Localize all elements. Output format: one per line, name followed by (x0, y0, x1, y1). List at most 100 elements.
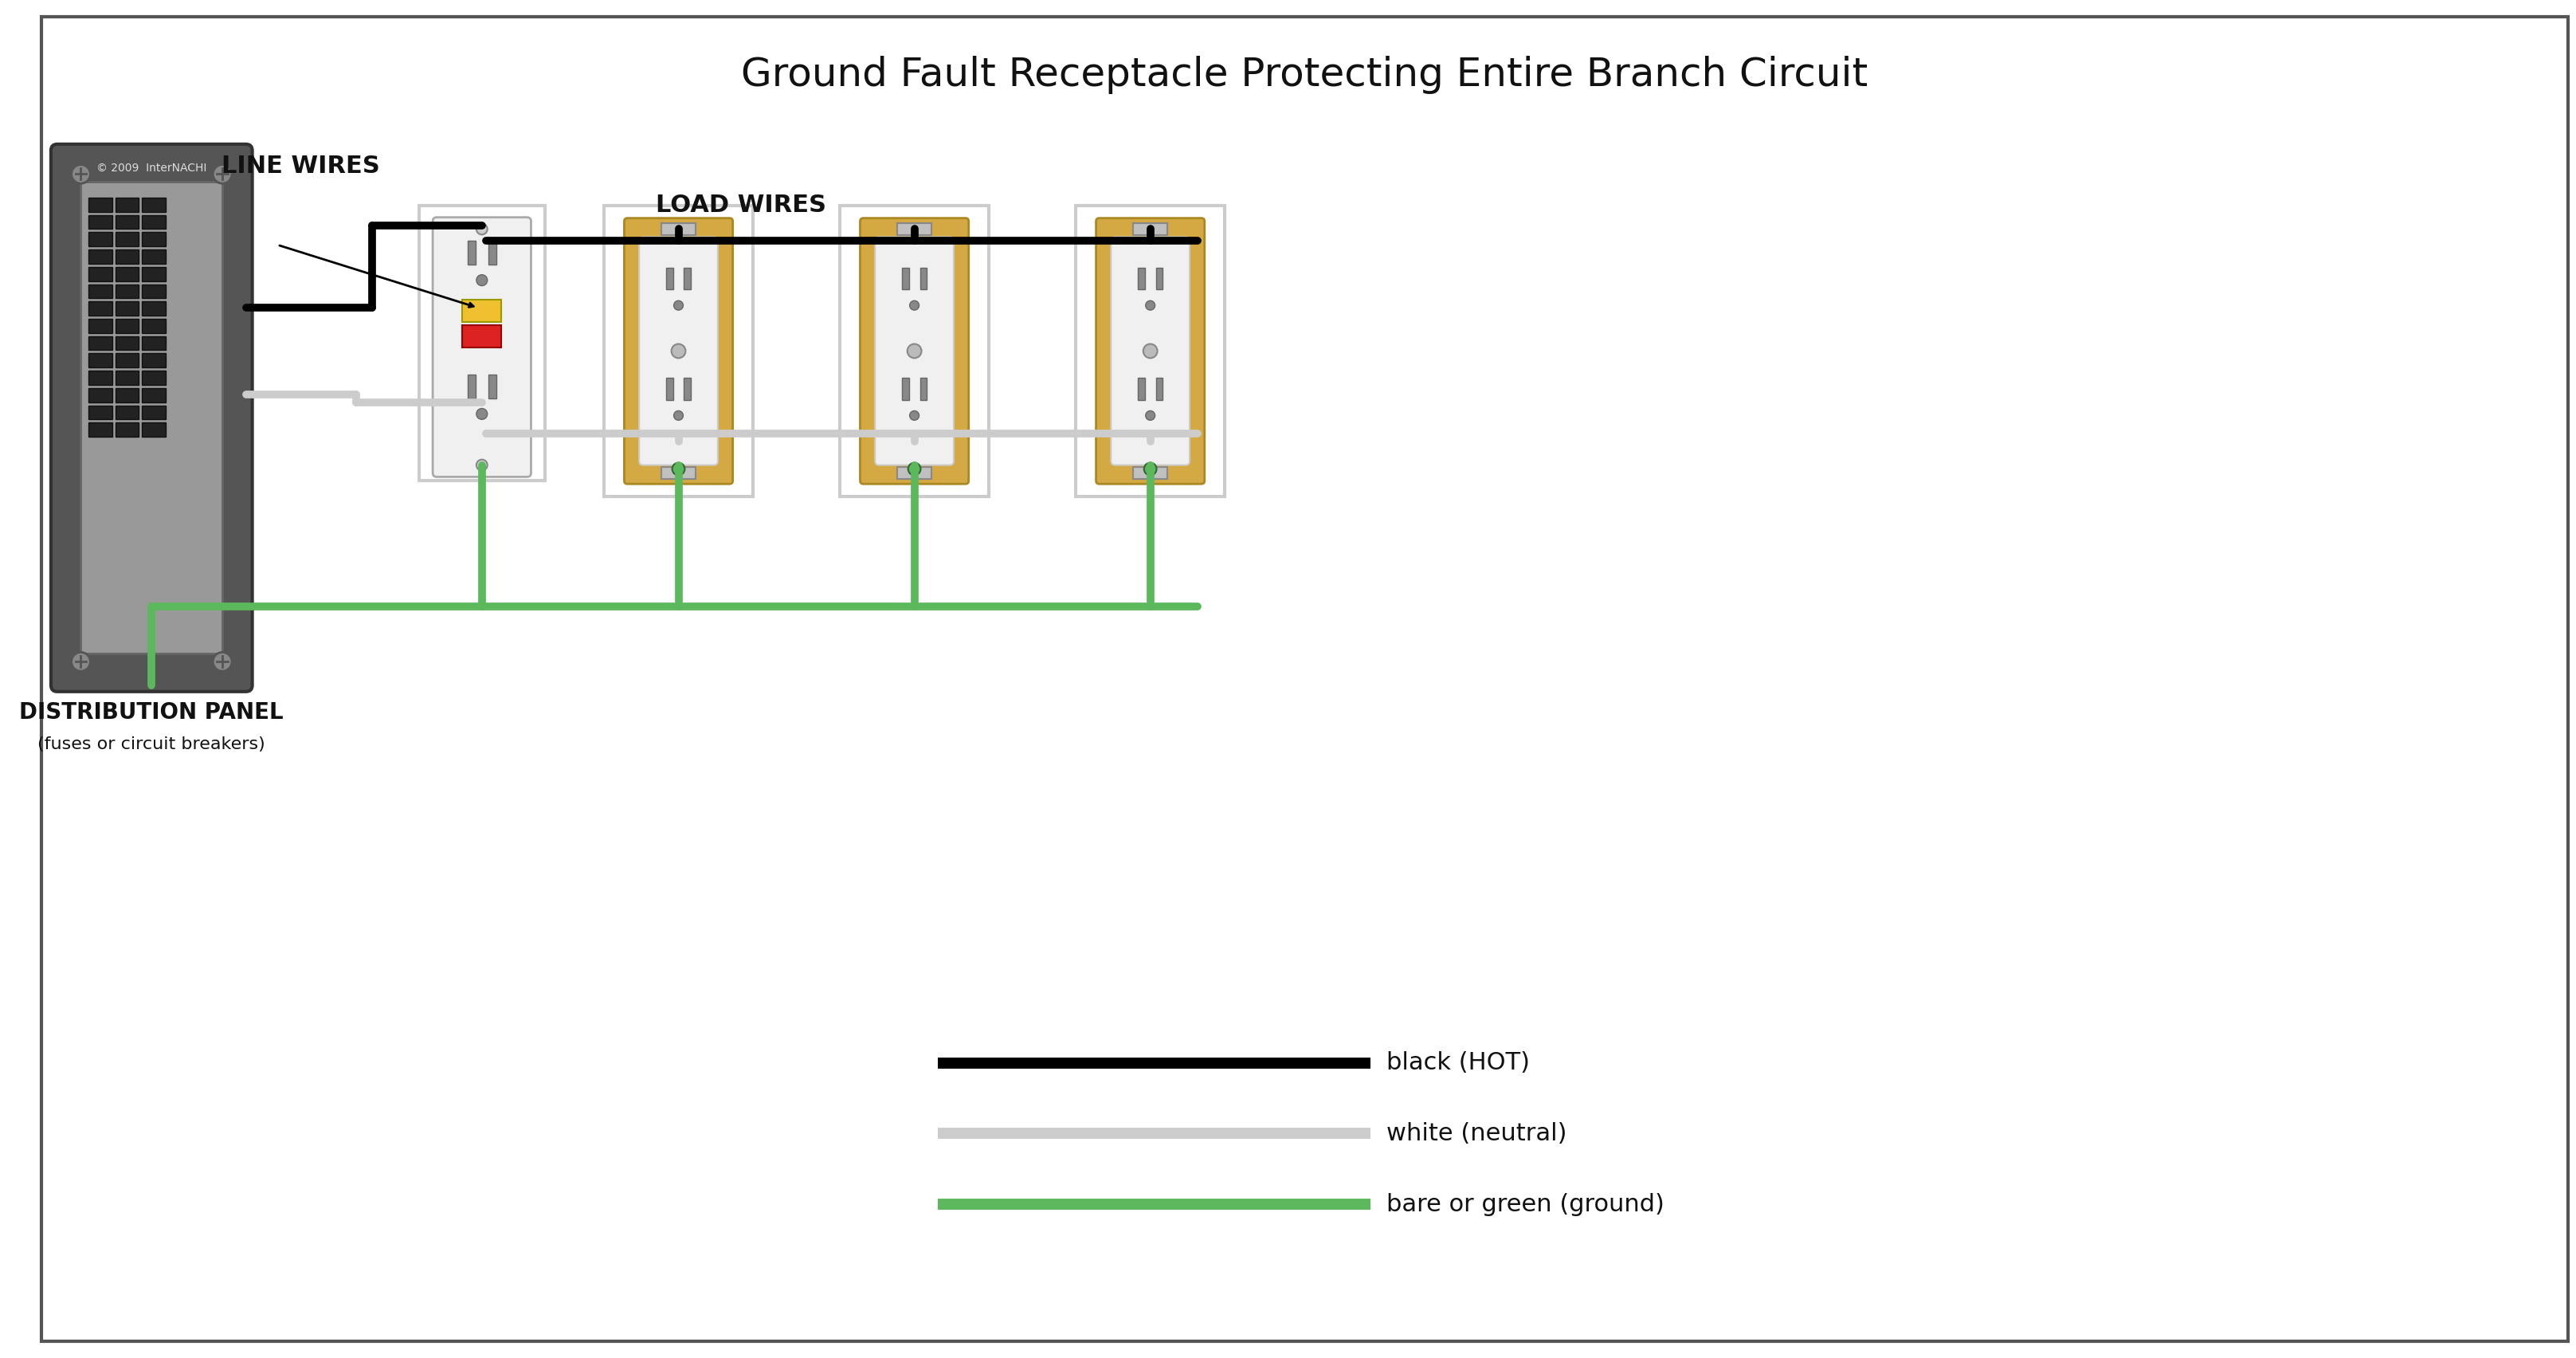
Bar (88, 215, 113, 230)
Text: bare or green (ground): bare or green (ground) (1386, 1192, 1664, 1215)
Bar (469, 375, 477, 398)
Circle shape (907, 344, 922, 359)
Bar (88, 284, 113, 299)
Bar (1133, 467, 1167, 479)
Bar (142, 268, 165, 281)
Bar (896, 223, 933, 235)
Bar (142, 232, 165, 246)
Bar (116, 232, 139, 246)
Bar (603, 205, 752, 497)
Bar (116, 335, 139, 350)
Circle shape (477, 459, 487, 471)
Bar (88, 198, 113, 212)
Bar (116, 301, 139, 315)
Bar (1133, 223, 1167, 235)
Bar (116, 284, 139, 299)
Bar (461, 325, 502, 348)
Bar (116, 268, 139, 281)
Bar (88, 335, 113, 350)
Circle shape (214, 164, 232, 183)
Bar (142, 319, 165, 333)
Bar (88, 405, 113, 420)
Bar (489, 375, 497, 398)
Bar (902, 378, 909, 399)
Bar (88, 388, 113, 402)
Text: black (HOT): black (HOT) (1386, 1051, 1530, 1074)
FancyBboxPatch shape (860, 219, 969, 483)
Bar (142, 301, 165, 315)
Circle shape (72, 164, 90, 183)
Circle shape (675, 300, 683, 310)
Bar (662, 223, 696, 235)
Bar (142, 388, 165, 402)
Bar (142, 353, 165, 368)
FancyBboxPatch shape (1110, 236, 1190, 464)
Bar (116, 422, 139, 437)
Circle shape (477, 409, 487, 420)
Bar (920, 378, 927, 399)
Bar (88, 250, 113, 263)
Circle shape (675, 410, 683, 420)
Bar (116, 198, 139, 212)
Bar (665, 378, 672, 399)
Bar (88, 371, 113, 384)
Bar (142, 405, 165, 420)
FancyBboxPatch shape (1095, 219, 1206, 483)
Bar (116, 353, 139, 368)
Text: (fuses or circuit breakers): (fuses or circuit breakers) (39, 736, 265, 752)
Bar (665, 268, 672, 289)
Text: © 2009  InterNACHI: © 2009 InterNACHI (95, 162, 206, 174)
Circle shape (214, 652, 232, 671)
Bar (1157, 268, 1162, 289)
Bar (142, 284, 165, 299)
Bar (116, 319, 139, 333)
Bar (142, 371, 165, 384)
Circle shape (477, 224, 487, 235)
Circle shape (1146, 410, 1154, 420)
Bar (142, 215, 165, 230)
FancyBboxPatch shape (623, 219, 732, 483)
Circle shape (1146, 300, 1154, 310)
Bar (420, 205, 544, 481)
Bar (88, 422, 113, 437)
Bar (469, 240, 477, 265)
Bar (142, 250, 165, 263)
Bar (840, 205, 989, 497)
Circle shape (672, 344, 685, 359)
Bar (685, 378, 690, 399)
Circle shape (1144, 344, 1157, 359)
FancyBboxPatch shape (876, 236, 953, 464)
Bar (1139, 378, 1144, 399)
Bar (489, 240, 497, 265)
Bar (116, 371, 139, 384)
Text: DISTRIBUTION PANEL: DISTRIBUTION PANEL (21, 701, 283, 724)
Bar (88, 268, 113, 281)
Circle shape (477, 274, 487, 285)
Text: LINE WIRES: LINE WIRES (222, 155, 381, 178)
Circle shape (909, 463, 920, 475)
Bar (902, 268, 909, 289)
Circle shape (672, 463, 685, 475)
Bar (88, 301, 113, 315)
Bar (920, 268, 927, 289)
FancyBboxPatch shape (433, 217, 531, 477)
Bar (116, 215, 139, 230)
Text: LOAD WIRES: LOAD WIRES (657, 194, 827, 217)
Text: white (neutral): white (neutral) (1386, 1122, 1566, 1145)
FancyBboxPatch shape (639, 236, 719, 464)
Circle shape (72, 652, 90, 671)
Bar (142, 335, 165, 350)
Bar (116, 405, 139, 420)
Text: Ground Fault Receptacle Protecting Entire Branch Circuit: Ground Fault Receptacle Protecting Entir… (742, 56, 1868, 94)
Bar (116, 388, 139, 402)
Circle shape (909, 410, 920, 420)
Bar (461, 300, 502, 322)
Bar (896, 467, 933, 479)
Bar (1157, 378, 1162, 399)
FancyBboxPatch shape (52, 144, 252, 691)
Bar (1077, 205, 1226, 497)
Bar (142, 422, 165, 437)
Bar (88, 232, 113, 246)
Circle shape (1144, 463, 1157, 475)
Bar (685, 268, 690, 289)
